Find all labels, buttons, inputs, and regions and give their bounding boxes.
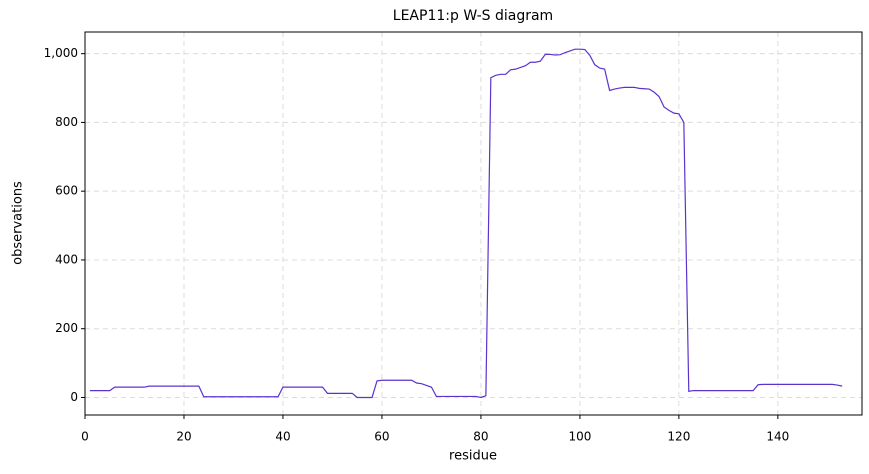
y-tick-label: 200 (55, 321, 78, 335)
x-tick-label: 100 (568, 430, 591, 444)
y-tick-label: 0 (70, 390, 78, 404)
x-axis-label: residue (449, 449, 497, 464)
x-tick-label: 120 (667, 430, 690, 444)
data-line (89, 48, 843, 399)
plot-frame (84, 31, 863, 416)
y-tick-label: 800 (55, 115, 78, 129)
x-tick-label: 60 (374, 430, 389, 444)
x-tick-label: 40 (275, 430, 290, 444)
x-tick-label: 20 (176, 430, 191, 444)
y-tick-label: 400 (55, 252, 78, 266)
y-axis-label: observations (11, 181, 26, 265)
x-tick-label: 80 (473, 430, 488, 444)
y-tick-label: 1,000 (44, 46, 78, 60)
chart-title: LEAP11:p W-S diagram (393, 8, 553, 24)
x-tick-label: 140 (766, 430, 789, 444)
x-tick-label: 0 (81, 430, 89, 444)
y-tick-label: 600 (55, 184, 78, 198)
